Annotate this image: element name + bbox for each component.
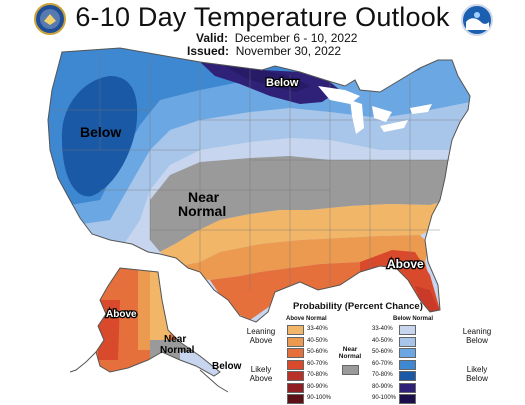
map-label-below-alaska: Below bbox=[212, 361, 242, 372]
legend-above-bin-label: 33-40% bbox=[307, 326, 328, 332]
legend-below-bin-label: 33-40% bbox=[372, 326, 393, 332]
legend-above-header: Above Normal bbox=[286, 316, 327, 322]
legend-near-normal-label: Near Normal bbox=[338, 346, 362, 360]
legend-likely-above: Likely Above bbox=[249, 365, 273, 383]
legend-below-bin-swatch bbox=[399, 336, 416, 347]
legend-above-bin-label: 80-90% bbox=[307, 383, 328, 390]
legend-below-bin-swatch bbox=[399, 371, 416, 381]
legend-leaning-below: Leaning Below bbox=[462, 327, 492, 345]
legend-below-bin-label: 80-90% bbox=[372, 383, 393, 390]
valid-dates: Valid: December 6 - 10, 2022 bbox=[196, 31, 357, 45]
legend-below-bin-label: 70-80% bbox=[372, 372, 393, 378]
legend-above-bin-swatch bbox=[287, 382, 304, 393]
legend-below-bin-swatch bbox=[399, 325, 416, 335]
legend-below-bin-swatch bbox=[399, 348, 416, 358]
legend-below-bin-label: 60-70% bbox=[372, 360, 393, 367]
map-label-above-alaska: Above bbox=[106, 309, 137, 320]
legend-near-swatch bbox=[342, 365, 359, 375]
issued-date: Issued: November 30, 2022 bbox=[187, 44, 341, 58]
valid-label: Valid: bbox=[196, 31, 229, 45]
legend-leaning-above: Leaning Above bbox=[246, 327, 276, 345]
map-label-below-northwest: Below bbox=[80, 124, 121, 140]
map-label-near-alaska-1: Near bbox=[164, 334, 186, 345]
legend-above-bin-swatch bbox=[287, 359, 304, 370]
legend-below-bin-label: 50-60% bbox=[372, 349, 393, 355]
legend: Probability (Percent Chance) Above Norma… bbox=[243, 301, 525, 405]
legend-below-bin-swatch bbox=[399, 359, 416, 370]
legend-above-bin-label: 60-70% bbox=[307, 360, 328, 367]
map-label-near-alaska-2: Normal bbox=[160, 345, 195, 356]
legend-below-header: Below Normal bbox=[393, 316, 434, 322]
legend-below-bin-label: 40-50% bbox=[372, 337, 393, 344]
map-label-near-2: Normal bbox=[178, 203, 226, 219]
legend-likely-below: Likely Below bbox=[466, 365, 488, 383]
legend-above-bin-swatch bbox=[287, 348, 304, 358]
legend-above-bin-label: 90-100% bbox=[307, 395, 332, 401]
valid-value: December 6 - 10, 2022 bbox=[234, 31, 358, 45]
doc-seal-icon bbox=[34, 3, 66, 35]
issued-value: November 30, 2022 bbox=[235, 44, 342, 58]
legend-above-bin-label: 50-60% bbox=[307, 349, 328, 355]
map-label-below-minnesota: Below bbox=[266, 77, 299, 89]
legend-title: Probability (Percent Chance) bbox=[293, 301, 423, 312]
legend-above-bin-swatch bbox=[287, 394, 304, 404]
legend-above-bin-swatch bbox=[287, 371, 304, 381]
noaa-logo-icon bbox=[461, 4, 493, 36]
page-title: 6-10 Day Temperature Outlook bbox=[75, 2, 450, 32]
legend-above-bin-label: 70-80% bbox=[307, 372, 328, 378]
map-label-near-1: Near bbox=[188, 189, 220, 205]
map-label-above-southeast: Above bbox=[387, 257, 424, 271]
legend-above-bin-label: 40-50% bbox=[307, 337, 328, 344]
legend-above-bin-swatch bbox=[287, 325, 304, 335]
issued-label: Issued: bbox=[187, 44, 230, 58]
legend-below-bin-label: 90-100% bbox=[372, 395, 397, 401]
legend-below-bin-swatch bbox=[399, 382, 416, 393]
legend-below-bin-swatch bbox=[399, 394, 416, 404]
legend-above-bin-swatch bbox=[287, 336, 304, 347]
